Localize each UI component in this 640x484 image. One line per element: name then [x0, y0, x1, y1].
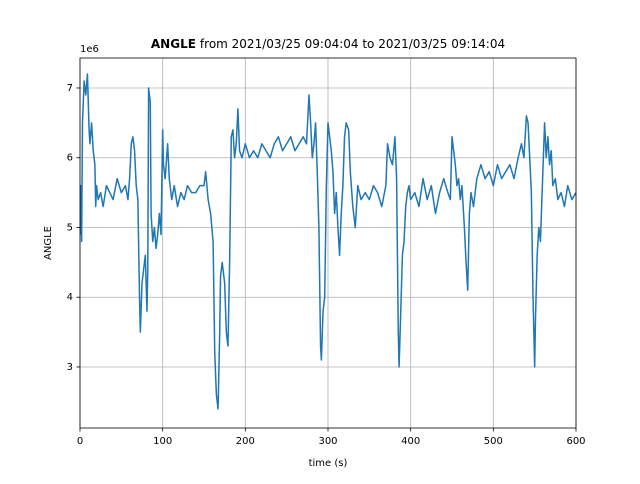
x-axis-label: time (s)	[309, 458, 348, 469]
y-tick-label: 4	[67, 292, 73, 303]
y-tick-label: 6	[67, 153, 73, 164]
y-tick-label: 5	[67, 222, 73, 233]
y-tick-label: 7	[67, 83, 73, 94]
x-tick-label: 500	[484, 436, 503, 447]
plot-frame	[79, 57, 577, 429]
y-axis-label: ANGLE	[43, 226, 54, 260]
y-offset: 1e6	[80, 44, 99, 55]
x-tick-label: 100	[153, 436, 172, 447]
title-range: from 2021/03/25 09:04:04 to 2021/03/25 0…	[200, 37, 505, 51]
x-tick-label: 0	[77, 436, 83, 447]
x-tick-label: 400	[401, 436, 420, 447]
chart-title: ANGLE from 2021/03/25 09:04:04 to 2021/03…	[151, 37, 505, 51]
title-bold: ANGLE	[151, 37, 196, 51]
x-tick-label: 200	[236, 436, 255, 447]
x-tick-label: 300	[318, 436, 337, 447]
x-tick-label: 600	[566, 436, 585, 447]
line	[80, 73, 576, 410]
y-tick-label: 3	[67, 362, 73, 373]
